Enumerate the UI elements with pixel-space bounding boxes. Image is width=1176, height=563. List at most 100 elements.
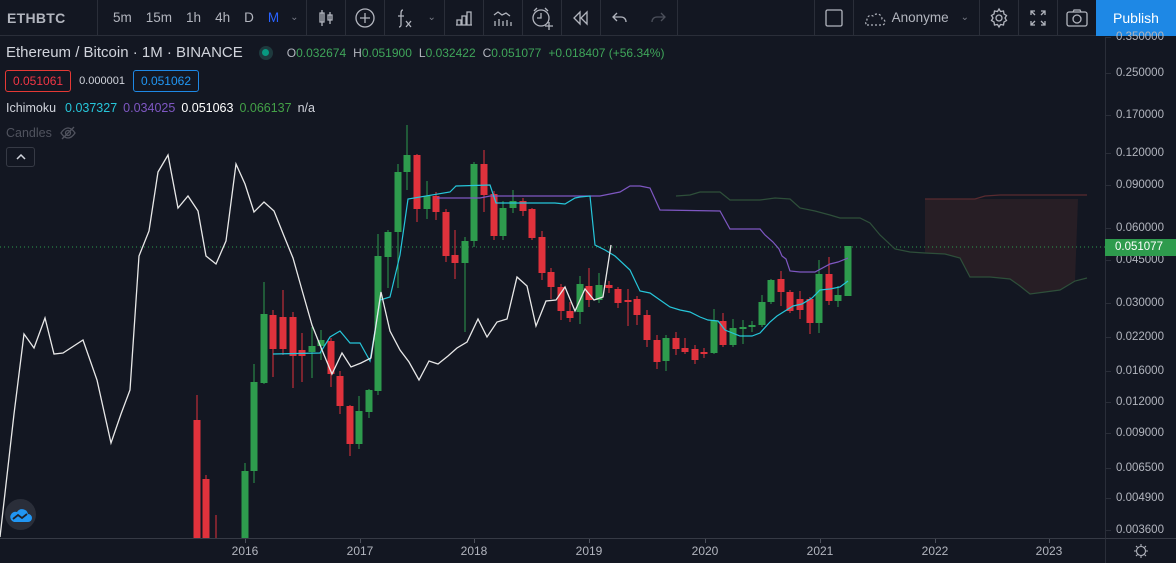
price-tick: 0.090000 [1106, 179, 1176, 191]
candle-body [557, 287, 565, 311]
tradingview-cloud-icon [9, 508, 32, 522]
candle-body [786, 292, 794, 311]
interval-5m[interactable]: 5m [113, 10, 132, 25]
candle-body [413, 155, 421, 209]
undo-button[interactable] [601, 0, 639, 36]
price-tick: 0.022000 [1106, 331, 1176, 343]
toolbar-divider [443, 0, 445, 36]
candle-body [547, 272, 555, 287]
compare-add-button[interactable] [346, 0, 384, 36]
candle-body [519, 201, 527, 211]
candle-body [461, 241, 469, 263]
time-tick: 2022 [921, 544, 949, 558]
price-tick: 0.016000 [1106, 365, 1176, 377]
fullscreen-button[interactable] [1019, 0, 1057, 36]
layout-name: Anonyme [891, 10, 949, 25]
top-toolbar: ETHBTC 5m 15m 1h 4h D M ⌄ ⌄ Anonyme [0, 0, 1176, 36]
candle-body [700, 352, 708, 354]
fullscreen-icon [1030, 9, 1046, 26]
price-tick: 0.009000 [1106, 427, 1176, 439]
candle-body [451, 255, 459, 263]
axis-settings-button[interactable] [1105, 538, 1176, 563]
collapse-legend-button[interactable] [6, 147, 35, 167]
candle-body [691, 349, 699, 360]
ichimoku-value: 0.051063 [181, 101, 234, 115]
bar-replay-button[interactable] [562, 0, 600, 36]
price-tick: 0.060000 [1106, 222, 1176, 234]
candle-body [423, 196, 431, 209]
interval-D[interactable]: D [244, 10, 254, 25]
toolbar-divider [813, 0, 815, 36]
candle-body [499, 208, 507, 236]
sell-price-button[interactable]: 0.051061 [5, 70, 72, 92]
chart-pane[interactable] [0, 37, 1105, 538]
interval-1h[interactable]: 1h [186, 10, 202, 25]
interval-dropdown-chevron-icon[interactable]: ⌄ [290, 12, 299, 23]
interval-4h[interactable]: 4h [215, 10, 231, 25]
indicators-button[interactable] [385, 0, 423, 36]
price-tick: 0.003600 [1106, 524, 1176, 536]
change-value: +0.018407 (+56.34%) [548, 45, 665, 60]
indicator-legend-ichimoku[interactable]: Ichimoku 0.037327 0.034025 0.051063 0.06613… [6, 101, 315, 115]
ichimoku-cloud [925, 199, 1078, 294]
candle-body [346, 406, 354, 444]
chevron-up-icon [15, 154, 26, 160]
publish-button[interactable]: Publish [1096, 0, 1176, 36]
price-tick: 0.350000 [1106, 31, 1176, 43]
senkou-span-a-line [675, 191, 1088, 295]
time-axis[interactable]: 2016 2017 2018 2019 2020 2021 2022 2023 [0, 538, 1105, 563]
ichimoku-value: 0.037327 [65, 101, 118, 115]
candle-body [681, 348, 689, 352]
toolbar-divider [560, 0, 562, 36]
templates-button[interactable] [484, 0, 522, 36]
time-tick: 2020 [691, 544, 719, 558]
price-chart [0, 125, 1105, 538]
candle-body [576, 284, 584, 312]
time-tick-mark [360, 539, 361, 543]
financials-button[interactable] [445, 0, 483, 36]
buy-price-button[interactable]: 0.051062 [132, 70, 200, 92]
time-tick-mark [245, 539, 246, 543]
candle-body [748, 325, 756, 327]
time-tick: 2017 [346, 544, 374, 558]
candle-body [739, 327, 747, 329]
price-tick: 0.004900 [1106, 492, 1176, 504]
interval-group: 5m 15m 1h 4h D M [98, 10, 286, 25]
interval-M[interactable]: M [267, 10, 280, 25]
layout-button[interactable] [815, 0, 853, 36]
price-axis[interactable]: 0.350000 0.250000 0.170000 0.120000 0.090000… [1105, 31, 1176, 538]
interval-15m[interactable]: 15m [145, 10, 173, 25]
candle-body [528, 209, 536, 238]
candles-series-legend[interactable]: Candles [6, 126, 76, 140]
alert-add-icon [532, 7, 553, 30]
candles-style-icon [319, 9, 334, 26]
tradingview-logo[interactable] [5, 499, 36, 530]
candle-body [241, 471, 249, 538]
indicators-dropdown-chevron-icon[interactable]: ⌄ [427, 12, 436, 23]
trade-prices: 0.051061 0.000001 0.051062 [5, 70, 200, 92]
toolbar-divider [521, 0, 523, 36]
candle-body [672, 338, 680, 349]
settings-button[interactable] [980, 0, 1018, 36]
save-layout-button[interactable]: Anonyme ⌄ [854, 0, 979, 36]
close-value: 0.051077 [491, 45, 542, 60]
price-tick: 0.170000 [1106, 109, 1176, 121]
candle-body [250, 382, 258, 471]
spread-value: 0.000001 [79, 75, 125, 87]
candles-label: Candles [6, 126, 52, 140]
redo-icon [651, 12, 666, 22]
time-tick-mark [820, 539, 821, 543]
candles-style-button[interactable] [307, 0, 345, 36]
redo-button[interactable] [639, 0, 677, 36]
time-tick: 2019 [575, 544, 603, 558]
eye-hidden-icon[interactable] [60, 126, 76, 140]
sun-settings-icon [1134, 544, 1148, 558]
candle-body [394, 172, 402, 232]
toolbar-divider [1018, 0, 1019, 36]
symbol-search[interactable]: ETHBTC [7, 9, 66, 26]
time-tick-mark [474, 539, 475, 543]
candle-body [336, 376, 344, 406]
ichimoku-value: 0.066137 [239, 101, 292, 115]
snapshot-button[interactable] [1058, 0, 1096, 36]
create-alert-button[interactable] [523, 0, 561, 36]
